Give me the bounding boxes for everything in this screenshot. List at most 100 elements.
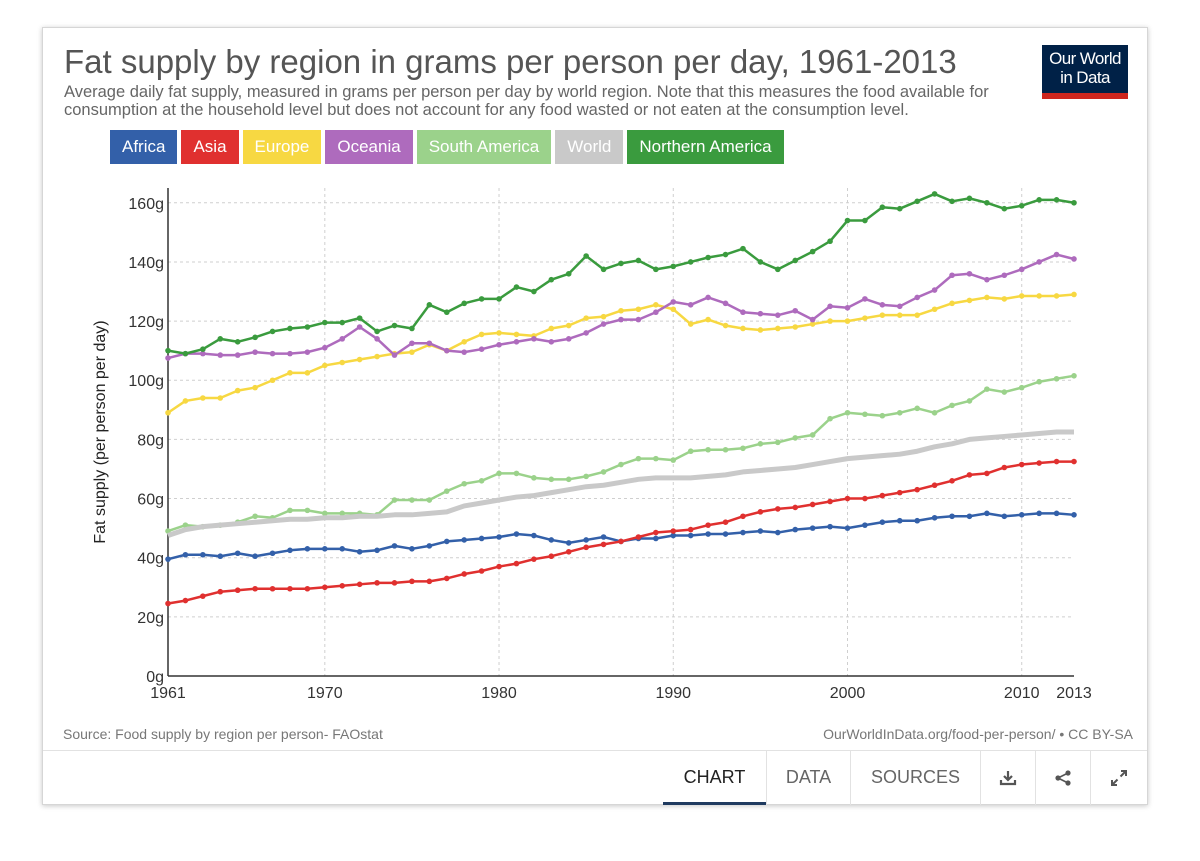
data-point-africa — [304, 546, 311, 552]
data-point-oceania — [496, 341, 502, 348]
data-point-oceania — [722, 300, 729, 307]
tab-sources[interactable]: SOURCES — [850, 751, 980, 805]
data-point-africa — [513, 531, 520, 537]
data-point-europe — [896, 312, 903, 318]
legend-item-asia[interactable]: Asia — [181, 130, 239, 164]
data-point-africa — [896, 517, 903, 524]
data-point-asia — [217, 588, 224, 595]
data-point-asia — [827, 498, 833, 505]
data-point-asia — [914, 486, 920, 493]
data-point-oceania — [670, 299, 677, 305]
data-point-europe — [635, 306, 642, 313]
legend-item-northern-america[interactable]: Northern America — [627, 130, 784, 164]
share-button[interactable] — [1035, 751, 1090, 805]
legend-item-africa[interactable]: Africa — [110, 130, 178, 164]
data-point-northern-america — [287, 325, 293, 332]
expand-icon — [1111, 770, 1127, 787]
data-point-oceania — [862, 296, 868, 302]
legend-item-europe[interactable]: Europe — [242, 130, 322, 164]
data-point-northern-america — [757, 259, 764, 265]
data-point-south-america — [565, 476, 572, 483]
legend-item-world[interactable]: World — [555, 130, 624, 164]
series-line-south-america — [167, 374, 1075, 533]
data-point-northern-america — [705, 254, 711, 261]
data-point-oceania — [966, 270, 973, 277]
y-tick-label: 60g — [137, 492, 164, 509]
data-point-europe — [966, 297, 973, 304]
data-point-africa — [844, 525, 851, 531]
data-point-asia — [653, 529, 659, 536]
data-point-oceania — [618, 316, 624, 323]
data-point-africa — [862, 522, 868, 528]
data-point-south-america — [949, 402, 955, 409]
data-point-africa — [269, 550, 276, 557]
data-point-oceania — [339, 336, 346, 342]
data-point-asia — [165, 600, 171, 607]
data-point-northern-america — [618, 260, 624, 267]
data-point-oceania — [879, 302, 886, 308]
data-point-asia — [1018, 461, 1025, 468]
data-point-europe — [374, 353, 380, 360]
data-point-northern-america — [356, 315, 363, 321]
legend-item-oceania[interactable]: Oceania — [325, 130, 413, 164]
data-point-oceania — [461, 349, 467, 355]
owid-logo[interactable]: Our World in Data — [1042, 45, 1128, 99]
tab-data[interactable]: DATA — [766, 751, 850, 805]
data-point-asia — [705, 522, 711, 528]
data-point-africa — [931, 514, 938, 521]
data-point-asia — [949, 478, 955, 484]
legend-item-south-america[interactable]: South America — [416, 130, 552, 164]
data-point-africa — [356, 548, 363, 555]
tab-chart[interactable]: CHART — [663, 751, 766, 805]
data-point-africa — [1018, 512, 1025, 518]
data-point-oceania — [827, 303, 833, 310]
data-point-asia — [931, 482, 938, 489]
data-point-africa — [949, 513, 955, 520]
data-point-europe — [931, 306, 938, 313]
data-point-oceania — [287, 350, 293, 357]
data-point-south-america — [809, 432, 816, 438]
data-point-africa — [1053, 510, 1060, 517]
data-point-northern-america — [984, 199, 990, 206]
data-point-asia — [809, 501, 816, 508]
data-point-oceania — [740, 309, 746, 316]
data-point-south-america — [635, 455, 642, 462]
data-point-asia — [374, 580, 380, 586]
data-point-oceania — [409, 340, 415, 347]
y-tick-label: 0g — [146, 669, 164, 686]
source-url[interactable]: OurWorldInData.org/food-per-person/ • CC… — [823, 726, 1133, 742]
data-point-asia — [478, 568, 485, 574]
data-point-europe — [409, 349, 415, 355]
data-point-africa — [705, 531, 711, 537]
data-point-northern-america — [461, 300, 467, 307]
x-tick-label: 1961 — [150, 685, 186, 702]
download-button[interactable] — [980, 751, 1035, 805]
data-point-asia — [740, 513, 746, 520]
data-point-northern-america — [217, 336, 224, 342]
data-point-africa — [879, 519, 886, 526]
expand-button[interactable] — [1090, 751, 1147, 805]
data-point-asia — [775, 506, 781, 512]
data-point-northern-america — [322, 319, 328, 326]
data-point-oceania — [705, 294, 711, 301]
data-point-oceania — [548, 338, 555, 345]
data-point-europe — [687, 321, 694, 327]
data-point-northern-america — [583, 253, 589, 259]
data-point-asia — [844, 495, 851, 502]
data-point-oceania — [1036, 259, 1042, 265]
data-point-africa — [653, 535, 659, 542]
data-point-africa — [322, 546, 328, 552]
data-point-oceania — [565, 336, 572, 342]
data-point-asia — [1036, 460, 1042, 466]
data-point-oceania — [269, 350, 276, 357]
share-icon — [1055, 770, 1071, 786]
data-point-oceania — [478, 346, 485, 352]
data-point-africa — [548, 537, 555, 543]
data-point-northern-america — [722, 251, 729, 258]
data-point-asia — [1071, 458, 1077, 465]
data-point-northern-america — [252, 334, 258, 341]
data-point-europe — [775, 325, 781, 332]
data-point-south-america — [287, 507, 293, 514]
data-point-northern-america — [931, 191, 938, 197]
data-point-south-america — [478, 478, 485, 484]
